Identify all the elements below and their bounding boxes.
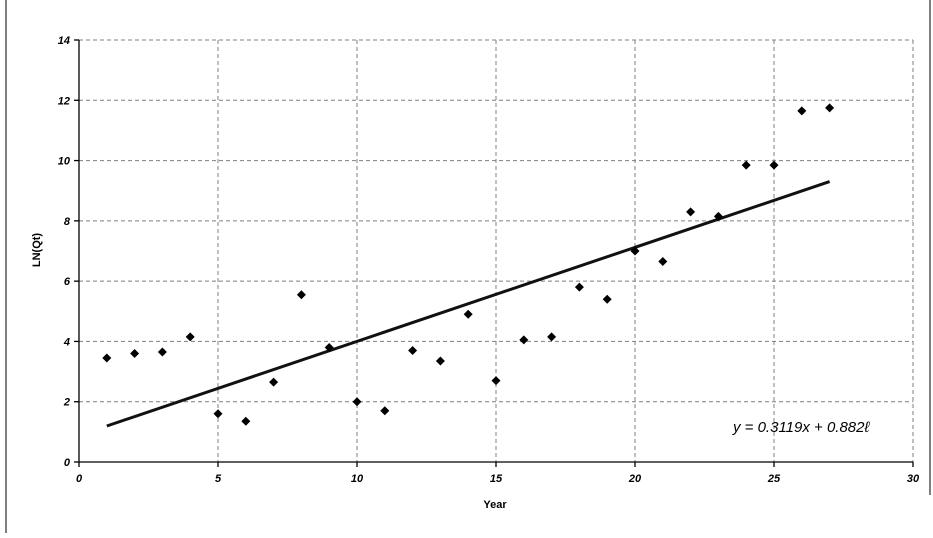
data-point-22 (713, 211, 723, 221)
gridlines (79, 39, 914, 462)
data-point-13 (463, 309, 473, 319)
y-axis-title: LN(Qt) (31, 233, 43, 268)
y-tick-label-4: 8 (64, 216, 71, 228)
tick-labels: 0 2 4 6 8 10 12 14 0 5 10 15 20 25 30 (58, 35, 920, 485)
x-axis-title: Year (483, 499, 507, 511)
data-point-5 (241, 416, 251, 426)
data-point-25 (797, 106, 807, 116)
data-point-24 (769, 160, 779, 170)
trendline-group (106, 180, 831, 428)
data-point-18 (602, 294, 612, 304)
x-tick-label-0: 0 (76, 473, 83, 485)
data-point-1 (130, 348, 140, 358)
y-tick-label-6: 12 (58, 95, 70, 107)
data-point-26 (825, 103, 835, 113)
x-tick-label-4: 20 (628, 473, 642, 485)
trendline-equation: y = 0.3119x + 0.882ℓ (732, 419, 870, 436)
data-point-19 (630, 246, 640, 256)
data-point-4 (213, 409, 223, 419)
data-point-15 (519, 335, 529, 345)
y-tick-label-3: 6 (64, 276, 71, 288)
data-point-2 (157, 347, 167, 357)
data-point-16 (547, 332, 557, 342)
data-point-14 (491, 376, 501, 386)
y-tick-label-2: 4 (63, 336, 70, 348)
y-tick-label-7: 14 (58, 35, 70, 47)
axes (74, 39, 914, 467)
x-tick-label-1: 5 (215, 473, 222, 485)
data-point-10 (380, 406, 390, 416)
linear-trendline (106, 180, 831, 428)
data-point-7 (296, 290, 306, 300)
data-point-20 (658, 257, 668, 267)
data-point-0 (102, 353, 112, 363)
data-points (102, 103, 835, 426)
x-tick-label-3: 15 (490, 473, 503, 485)
y-tick-label-1: 2 (63, 397, 70, 409)
x-tick-label-5: 25 (767, 473, 781, 485)
x-tick-label-2: 10 (351, 473, 364, 485)
data-point-12 (435, 356, 445, 366)
y-tick-label-5: 10 (58, 156, 71, 168)
data-point-6 (269, 377, 279, 387)
data-point-21 (686, 207, 696, 217)
data-point-23 (741, 160, 751, 170)
data-point-11 (408, 345, 418, 355)
data-point-8 (324, 342, 334, 352)
x-tick-label-6: 30 (907, 473, 920, 485)
data-point-9 (352, 397, 362, 407)
data-point-3 (185, 332, 195, 342)
data-point-17 (574, 282, 584, 292)
y-tick-label-0: 0 (64, 457, 71, 469)
